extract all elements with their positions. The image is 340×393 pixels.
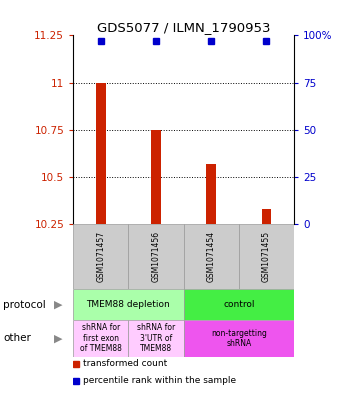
Bar [184, 289, 294, 320]
Text: shRNA for
3'UTR of
TMEM88: shRNA for 3'UTR of TMEM88 [137, 323, 175, 353]
Text: non-targetting
shRNA: non-targetting shRNA [211, 329, 267, 348]
Text: GSM1071454: GSM1071454 [207, 231, 216, 282]
Text: GSM1071456: GSM1071456 [152, 231, 160, 282]
Title: GDS5077 / ILMN_1790953: GDS5077 / ILMN_1790953 [97, 21, 270, 34]
Bar [239, 224, 294, 289]
Bar [73, 224, 129, 289]
Bar [151, 130, 161, 224]
Bar [261, 209, 271, 224]
Bar [73, 289, 184, 320]
Text: other: other [3, 333, 31, 343]
Text: ▶: ▶ [54, 333, 63, 343]
Bar [129, 224, 184, 289]
Text: control: control [223, 300, 255, 309]
Text: GSM1071457: GSM1071457 [96, 231, 105, 282]
Text: transformed count: transformed count [83, 359, 167, 368]
Bar [184, 224, 239, 289]
Text: percentile rank within the sample: percentile rank within the sample [83, 376, 236, 386]
Bar [129, 320, 184, 356]
Text: protocol: protocol [3, 299, 46, 310]
Bar [96, 83, 106, 224]
Text: GSM1071455: GSM1071455 [262, 231, 271, 282]
Text: TMEM88 depletion: TMEM88 depletion [86, 300, 170, 309]
Bar [206, 164, 216, 224]
Text: shRNA for
first exon
of TMEM88: shRNA for first exon of TMEM88 [80, 323, 122, 353]
Text: ▶: ▶ [54, 299, 63, 310]
Bar [184, 320, 294, 356]
Bar [73, 320, 129, 356]
